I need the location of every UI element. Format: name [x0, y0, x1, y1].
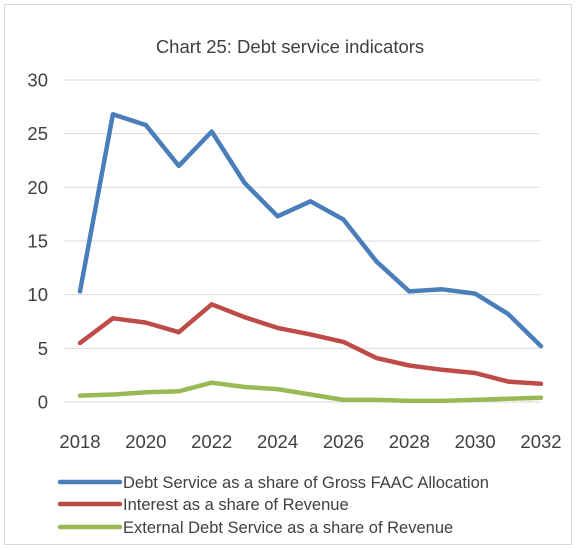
chart-title: Chart 25: Debt service indicators [156, 36, 424, 57]
y-axis-tick-labels: 0 5 10 15 20 25 30 [27, 70, 48, 413]
series-line-1 [77, 112, 544, 349]
chart-frame [4, 4, 572, 545]
legend-label: Interest as a share of Revenue [123, 496, 349, 514]
legend-label: External Debt Service as a share of Reve… [123, 519, 453, 537]
x-tick-label: 2030 [455, 431, 496, 452]
x-axis-tick-labels: 2018 2020 2022 2024 2026 2028 2030 2032 [59, 431, 561, 452]
y-tick-label: 0 [38, 392, 48, 413]
y-tick-label: 5 [38, 338, 48, 359]
y-tick-label: 25 [27, 123, 48, 144]
gridlines [64, 79, 540, 403]
legend: Debt Service as a share of Gross FAAC Al… [57, 474, 489, 537]
y-tick-label: 15 [27, 231, 48, 252]
x-tick-label: 2026 [323, 431, 364, 452]
y-tick-label: 30 [27, 70, 48, 91]
x-tick-label: 2018 [59, 431, 100, 452]
x-tick-label: 2022 [191, 431, 232, 452]
legend-label: Debt Service as a share of Gross FAAC Al… [123, 474, 489, 492]
series-line-2 [77, 302, 544, 387]
x-tick-label: 2032 [520, 431, 561, 452]
y-tick-label: 10 [27, 284, 48, 305]
y-tick-label: 20 [27, 177, 48, 198]
x-tick-label: 2024 [257, 431, 298, 452]
x-tick-label: 2028 [389, 431, 430, 452]
series-lines [77, 112, 544, 404]
series-line-3 [77, 380, 544, 404]
x-tick-label: 2020 [125, 431, 166, 452]
